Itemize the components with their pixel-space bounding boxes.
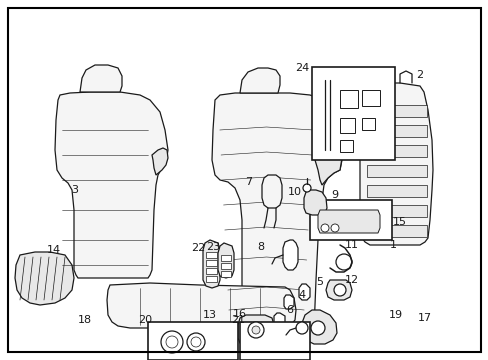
Polygon shape <box>107 283 295 328</box>
Polygon shape <box>314 148 341 185</box>
Text: 24: 24 <box>294 63 308 73</box>
Polygon shape <box>325 280 351 300</box>
Text: 21: 21 <box>230 315 244 325</box>
Circle shape <box>330 224 338 232</box>
Polygon shape <box>366 105 426 117</box>
Polygon shape <box>366 165 426 177</box>
Polygon shape <box>152 148 168 175</box>
Polygon shape <box>366 125 426 137</box>
Text: 1: 1 <box>389 240 396 250</box>
Polygon shape <box>366 225 426 237</box>
Polygon shape <box>205 252 217 258</box>
Polygon shape <box>283 240 297 270</box>
Text: 8: 8 <box>257 242 264 252</box>
Text: 16: 16 <box>232 309 246 319</box>
Polygon shape <box>366 205 426 217</box>
Polygon shape <box>221 263 230 269</box>
Polygon shape <box>148 322 238 360</box>
Text: 22: 22 <box>190 243 204 253</box>
Text: 7: 7 <box>245 177 252 187</box>
Polygon shape <box>302 310 336 344</box>
Polygon shape <box>304 190 326 215</box>
Text: 9: 9 <box>331 190 338 200</box>
Polygon shape <box>80 65 122 92</box>
Polygon shape <box>339 90 357 108</box>
Text: 2: 2 <box>416 70 423 80</box>
Text: 19: 19 <box>388 310 402 320</box>
Polygon shape <box>361 118 374 130</box>
Circle shape <box>247 322 264 338</box>
Circle shape <box>251 326 260 334</box>
Circle shape <box>333 284 346 296</box>
Text: 4: 4 <box>298 290 305 300</box>
Polygon shape <box>298 284 309 300</box>
Polygon shape <box>221 255 230 261</box>
Circle shape <box>303 184 310 192</box>
Polygon shape <box>309 200 391 240</box>
Polygon shape <box>205 268 217 274</box>
Text: 5: 5 <box>316 277 323 287</box>
Circle shape <box>295 322 307 334</box>
Text: 23: 23 <box>205 242 220 252</box>
Polygon shape <box>212 93 341 337</box>
Polygon shape <box>284 295 293 309</box>
Text: 10: 10 <box>287 187 302 197</box>
Text: 12: 12 <box>344 275 358 285</box>
Circle shape <box>320 224 328 232</box>
Polygon shape <box>359 83 432 245</box>
Circle shape <box>310 321 325 335</box>
Text: 11: 11 <box>345 240 358 250</box>
Text: 20: 20 <box>138 315 152 325</box>
Polygon shape <box>317 210 379 233</box>
Text: 6: 6 <box>286 305 293 315</box>
Polygon shape <box>361 90 379 106</box>
Polygon shape <box>262 175 282 208</box>
Polygon shape <box>366 185 426 197</box>
Polygon shape <box>238 315 273 346</box>
Text: 15: 15 <box>392 217 406 227</box>
Text: 14: 14 <box>47 245 61 255</box>
Polygon shape <box>240 322 309 360</box>
Polygon shape <box>240 68 280 93</box>
Polygon shape <box>205 260 217 266</box>
Polygon shape <box>15 252 74 305</box>
Text: 18: 18 <box>78 315 92 325</box>
Polygon shape <box>221 271 230 277</box>
Polygon shape <box>205 276 217 282</box>
Text: 17: 17 <box>417 313 431 323</box>
Polygon shape <box>339 118 354 133</box>
Text: 13: 13 <box>203 310 217 320</box>
Polygon shape <box>218 243 234 278</box>
Polygon shape <box>203 240 220 288</box>
Text: 3: 3 <box>71 185 79 195</box>
Polygon shape <box>273 313 285 328</box>
Polygon shape <box>55 92 168 278</box>
Polygon shape <box>339 140 352 152</box>
Polygon shape <box>311 67 394 160</box>
Polygon shape <box>366 145 426 157</box>
